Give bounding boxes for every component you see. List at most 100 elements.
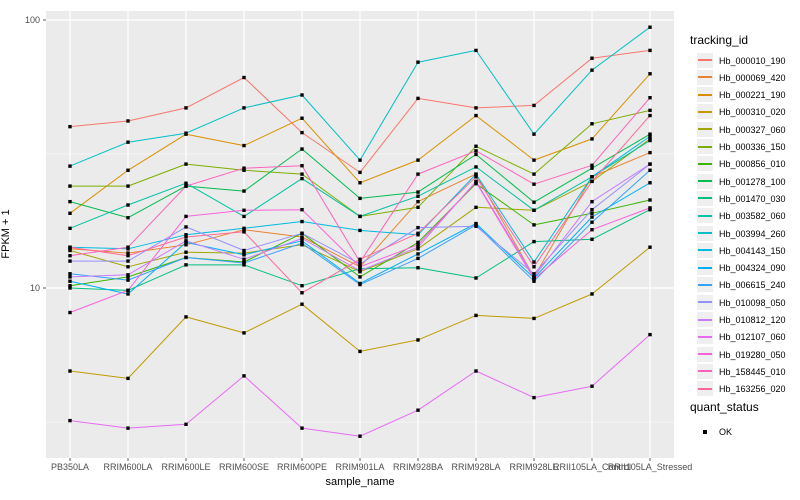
legend-item-label: Hb_010098_050 — [719, 297, 786, 308]
y-tick-label: 100 — [24, 15, 40, 25]
legend-item-ok: OK — [688, 424, 800, 440]
legend-item-Hb_158445_010: Hb_158445_010 — [688, 363, 800, 380]
data-point — [126, 253, 130, 258]
data-point — [242, 248, 246, 253]
data-point — [184, 250, 188, 254]
data-point — [300, 163, 304, 168]
data-point — [68, 226, 72, 231]
legend-line-swatch — [698, 370, 712, 373]
data-point — [416, 256, 420, 261]
x-tick-label: RRIM600LA — [103, 462, 153, 472]
legend-item-Hb_010098_050: Hb_010098_050 — [688, 294, 800, 311]
data-point — [648, 198, 652, 202]
data-point — [590, 207, 594, 212]
legend-title-tracking-id: tracking_id — [690, 33, 749, 47]
legend-key — [697, 104, 713, 120]
data-point — [590, 211, 594, 215]
data-point — [532, 239, 536, 244]
data-point — [184, 235, 188, 239]
data-point — [474, 48, 478, 53]
legend-item-label: Hb_000069_420 — [719, 72, 786, 83]
data-point — [474, 113, 478, 118]
data-point — [416, 194, 420, 198]
legend-line-swatch — [698, 283, 712, 286]
data-point — [648, 132, 652, 136]
data-point — [474, 175, 478, 179]
data-point — [648, 162, 652, 166]
legend-line-swatch — [698, 128, 712, 131]
data-point — [358, 196, 362, 201]
legend-key — [697, 87, 713, 103]
x-tick-label: RRII105LA_Stressed — [607, 462, 693, 472]
legend-key — [697, 190, 713, 206]
data-point — [184, 131, 188, 135]
data-point — [68, 275, 72, 279]
data-point — [474, 313, 478, 318]
data-point — [358, 349, 362, 354]
data-point — [68, 248, 72, 253]
data-point — [68, 310, 72, 315]
legend-item-label: Hb_006615_240 — [719, 280, 786, 291]
legend-item-Hb_001470_030: Hb_001470_030 — [688, 190, 800, 207]
data-point — [242, 226, 246, 231]
legend-line-swatch — [698, 266, 712, 269]
legend-line-swatch — [698, 232, 712, 234]
data-point — [590, 384, 594, 388]
data-point — [126, 119, 130, 123]
legend-line-swatch — [698, 301, 712, 304]
data-point — [590, 237, 594, 241]
legend-line-swatch — [698, 180, 712, 183]
data-point — [648, 332, 652, 337]
data-point — [68, 418, 72, 423]
legend-item-Hb_003994_260: Hb_003994_260 — [688, 225, 800, 242]
data-point — [532, 103, 536, 108]
legend-item-label: Hb_000310_020 — [719, 107, 786, 118]
legend-item-Hb_000310_020: Hb_000310_020 — [688, 104, 800, 120]
data-point — [358, 170, 362, 175]
data-point — [474, 205, 478, 210]
x-tick-label: PB350LA — [50, 462, 90, 472]
legend-item-label: Hb_000336_150 — [719, 142, 786, 152]
legend-item-label: OK — [719, 427, 733, 437]
data-point — [68, 279, 72, 283]
data-point — [648, 72, 652, 76]
data-point — [184, 243, 188, 247]
legend-key — [697, 363, 713, 379]
x-tick-label: RRII105LA_Control — [552, 462, 632, 472]
data-point — [126, 245, 130, 249]
data-point — [242, 261, 246, 265]
data-point — [126, 292, 130, 296]
data-point — [590, 179, 594, 184]
data-point — [300, 147, 304, 151]
legend-item-label: Hb_000221_190 — [719, 90, 786, 101]
data-point — [474, 180, 478, 184]
data-point — [532, 132, 536, 136]
legend-item-label: Hb_163256_020 — [719, 384, 786, 395]
data-point — [648, 134, 652, 139]
data-point — [532, 395, 536, 400]
data-point — [648, 25, 652, 29]
legend-item-label: Hb_004324_090 — [719, 263, 786, 274]
y-axis-title: FPKM + 1 — [0, 209, 12, 259]
data-point — [532, 275, 536, 279]
data-point — [126, 278, 130, 282]
square-point-icon — [703, 430, 707, 434]
legend-item-Hb_004143_150: Hb_004143_150 — [688, 242, 800, 259]
data-point — [184, 225, 188, 229]
data-point — [590, 163, 594, 167]
legend-key — [697, 312, 713, 327]
y-tick-label: 10 — [29, 283, 40, 293]
data-point — [416, 190, 420, 194]
legend-line-swatch — [698, 59, 712, 61]
legend-item-Hb_003582_060: Hb_003582_060 — [688, 208, 800, 224]
data-point — [532, 277, 536, 281]
data-point — [184, 233, 188, 237]
data-point — [474, 224, 478, 228]
data-point — [590, 137, 594, 141]
legend-key — [697, 225, 713, 241]
data-point — [300, 172, 304, 176]
legend-key — [697, 242, 713, 258]
data-point — [416, 205, 420, 210]
data-point — [68, 124, 72, 129]
data-point — [300, 302, 304, 306]
